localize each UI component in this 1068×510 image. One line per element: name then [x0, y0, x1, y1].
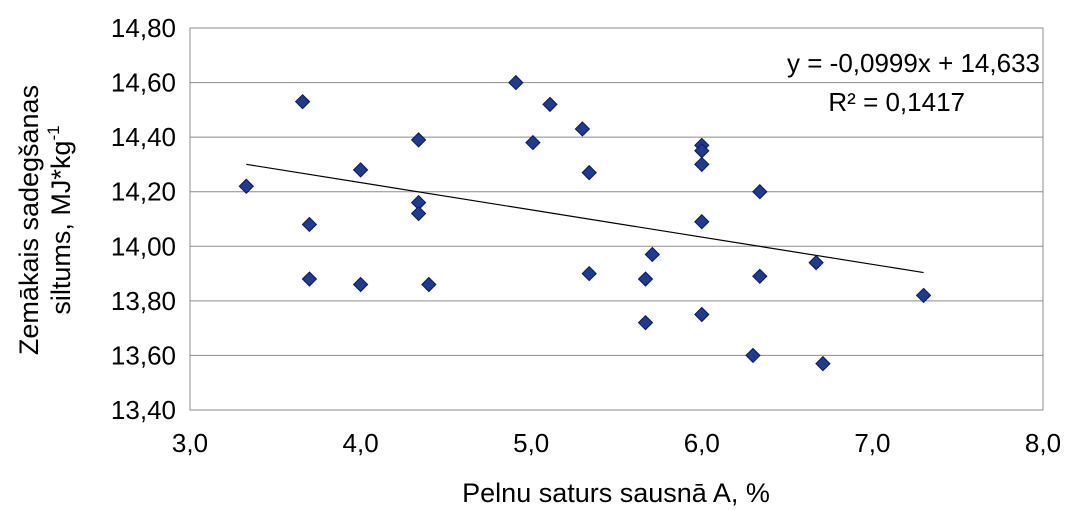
- y-tick-label: 13,80: [111, 286, 176, 316]
- y-tick-label: 13,40: [111, 395, 176, 425]
- y-tick-label: 14,00: [111, 231, 176, 261]
- x-tick-label: 8,0: [1025, 428, 1061, 458]
- y-axis-title-line2: siltums, MJ*kg-1: [44, 125, 76, 314]
- y-axis-title-unit: siltums, MJ*kg: [46, 141, 76, 315]
- data-point: [352, 162, 369, 178]
- data-point: [410, 132, 427, 148]
- y-tick-label: 13,60: [111, 340, 176, 370]
- data-point: [294, 93, 311, 110]
- data-point: [352, 276, 369, 293]
- x-tick-label: 6,0: [684, 428, 720, 458]
- data-point: [637, 271, 654, 287]
- data-point: [694, 214, 710, 230]
- data-point: [644, 246, 661, 263]
- y-axis-title-superscript: -1: [44, 125, 63, 140]
- data-point: [581, 164, 597, 181]
- data-points: [238, 74, 932, 372]
- data-point: [745, 347, 761, 364]
- data-point: [421, 276, 437, 293]
- data-point: [542, 96, 558, 113]
- y-tick-label: 14,40: [111, 122, 176, 152]
- x-tick-label: 3,0: [172, 428, 208, 458]
- data-point: [238, 178, 255, 194]
- x-axis-title: Pelnu saturs sausnā A, %: [462, 478, 770, 508]
- data-point: [752, 184, 768, 200]
- y-tick-label: 14,80: [111, 13, 176, 43]
- data-point: [752, 268, 768, 285]
- data-point: [301, 216, 318, 233]
- data-point: [915, 287, 932, 304]
- data-point: [525, 134, 541, 151]
- y-tick-label: 14,20: [111, 177, 176, 207]
- plot-area-frame: [189, 27, 1044, 411]
- data-point: [410, 205, 427, 222]
- y-axis-tick-labels: 13,40 13,60 13,80 14,00 14,20 14,40 14,60 14,80: [111, 13, 176, 425]
- data-point: [808, 254, 824, 271]
- data-point: [694, 156, 710, 173]
- x-tick-label: 4,0: [343, 428, 379, 458]
- x-tick-label: 7,0: [854, 428, 890, 458]
- y-axis-title-line1: Zemākais sadegšanas: [14, 85, 44, 355]
- trendline-equation: y = -0,0999x + 14,633: [787, 48, 1040, 78]
- y-tick-label: 14,60: [111, 68, 176, 98]
- gridlines: [190, 27, 1043, 411]
- x-tick-label: 5,0: [513, 428, 549, 458]
- data-point: [694, 306, 710, 323]
- data-point: [815, 355, 831, 372]
- data-point: [581, 265, 597, 282]
- r-squared-label: R² = 0,1417: [828, 87, 965, 117]
- data-point: [301, 271, 318, 287]
- linear-trendline: [246, 163, 924, 274]
- data-point: [574, 121, 591, 137]
- data-point: [508, 74, 524, 91]
- x-axis-tick-labels: 3,0 4,0 5,0 6,0 7,0 8,0: [172, 428, 1061, 458]
- data-point: [637, 314, 654, 331]
